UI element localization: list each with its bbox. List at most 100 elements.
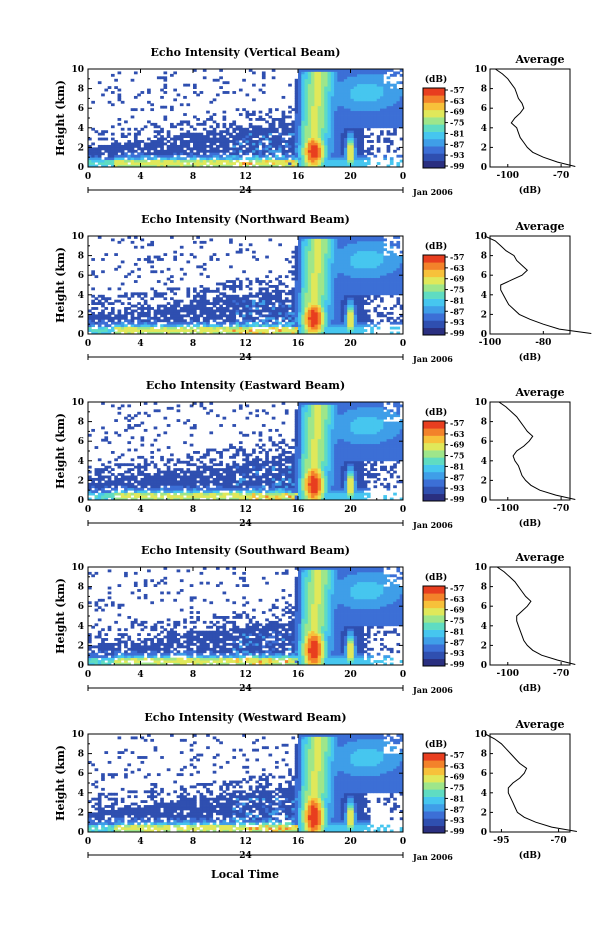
heatmap-cell xyxy=(380,319,384,323)
heatmap-cell xyxy=(288,140,292,143)
heatmap-cell xyxy=(350,272,355,276)
heatmap-cell xyxy=(380,81,384,85)
heatmap-cell xyxy=(140,304,145,308)
heatmap-cell xyxy=(242,324,246,328)
heatmap-cell xyxy=(327,248,332,252)
heatmap-cell xyxy=(298,294,302,298)
heatmap-cell xyxy=(393,110,397,114)
heatmap-cell xyxy=(314,282,319,286)
heatmap-cell xyxy=(350,270,355,274)
heatmap-cell xyxy=(268,294,273,298)
heatmap-cell xyxy=(140,321,145,325)
heatmap-cell xyxy=(140,497,145,501)
heatmap-cell xyxy=(360,137,365,141)
heatmap-cell xyxy=(110,144,115,148)
heatmap-cell xyxy=(127,147,132,151)
heatmap-cell xyxy=(255,140,260,143)
heatmap-cell xyxy=(215,490,220,494)
heatmap-cell xyxy=(386,86,391,89)
heatmap-cell xyxy=(222,319,227,323)
heatmap-cell xyxy=(307,275,312,279)
heatmap-cell xyxy=(275,118,279,121)
heatmap-cell xyxy=(160,495,164,498)
heatmap-cell xyxy=(304,115,309,119)
heatmap-cell xyxy=(278,125,282,129)
heatmap-cell xyxy=(314,326,319,330)
heatmap-cell xyxy=(284,324,289,328)
heatmap-cell xyxy=(311,243,315,247)
heatmap-cell xyxy=(373,86,378,89)
heatmap-cell xyxy=(334,292,338,296)
heatmap-cell xyxy=(261,329,266,332)
heatmap-cell xyxy=(370,76,374,80)
heatmap-cell xyxy=(124,329,128,332)
heatmap-cell xyxy=(357,260,361,264)
heatmap-cell xyxy=(337,130,342,134)
heatmap-cell xyxy=(353,78,358,82)
heatmap-cell xyxy=(170,108,174,112)
heatmap-cell xyxy=(298,292,302,296)
heatmap-cell xyxy=(357,307,361,310)
heatmap-cell xyxy=(294,147,299,151)
heatmap-cell xyxy=(101,162,105,165)
heatmap-cell xyxy=(193,490,197,494)
heatmap-cell xyxy=(376,93,381,97)
heatmap-cell xyxy=(219,485,223,489)
heatmap-cell xyxy=(110,307,115,310)
heatmap-cell xyxy=(330,103,335,107)
heatmap-cell xyxy=(127,468,132,471)
heatmap-cell xyxy=(120,475,125,479)
heatmap-cell xyxy=(298,267,302,271)
heatmap-cell xyxy=(275,299,279,303)
heatmap-cell xyxy=(189,316,194,320)
heatmap-cell xyxy=(376,95,381,99)
heatmap-cell xyxy=(393,130,397,134)
heatmap-cell xyxy=(311,265,315,269)
heatmap-cell xyxy=(140,455,145,459)
heatmap-cell xyxy=(317,309,322,313)
heatmap-cell xyxy=(166,311,171,315)
heatmap-cell xyxy=(196,304,200,308)
heatmap-cell xyxy=(150,497,155,501)
heatmap-cell xyxy=(317,321,322,325)
heatmap-cell xyxy=(320,115,325,119)
heatmap-cell xyxy=(340,307,345,310)
heatmap-cell xyxy=(376,236,381,239)
heatmap-cell xyxy=(294,277,299,281)
heatmap-cell xyxy=(179,485,184,489)
heatmap-cell xyxy=(294,280,299,283)
heatmap-cell xyxy=(120,127,125,131)
heatmap-cell xyxy=(179,159,184,163)
heatmap-cell xyxy=(199,140,204,143)
heatmap-cell xyxy=(298,262,302,266)
heatmap-cell xyxy=(156,309,161,313)
heatmap-cell xyxy=(294,125,299,129)
heatmap-cell xyxy=(120,135,125,138)
heatmap-cell xyxy=(307,164,312,168)
heatmap-cell xyxy=(160,88,164,92)
heatmap-cell xyxy=(271,154,276,158)
heatmap-cell xyxy=(317,88,322,92)
heatmap-cell xyxy=(307,157,312,161)
heatmap-cell xyxy=(363,122,368,126)
heatmap-cell xyxy=(265,324,269,328)
heatmap-cell xyxy=(327,76,332,80)
heatmap-cell xyxy=(320,282,325,286)
heatmap-cell xyxy=(301,140,305,143)
heatmap-cell xyxy=(291,304,296,308)
x-tick-label: 0 xyxy=(400,339,406,349)
heatmap-cell xyxy=(225,162,230,165)
heatmap-cell xyxy=(206,453,210,457)
heatmap-cell xyxy=(281,302,286,305)
heatmap-cell xyxy=(350,130,355,134)
heatmap-cell xyxy=(307,159,312,163)
heatmap-cell xyxy=(170,487,174,491)
heatmap-cell xyxy=(166,157,171,161)
heatmap-cell xyxy=(340,272,345,276)
heatmap-cell xyxy=(173,480,177,484)
heatmap-cell xyxy=(110,152,115,156)
heatmap-cell xyxy=(219,132,223,136)
heatmap-cell xyxy=(101,258,105,261)
heatmap-cell xyxy=(320,260,325,264)
heatmap-cell xyxy=(137,132,141,136)
